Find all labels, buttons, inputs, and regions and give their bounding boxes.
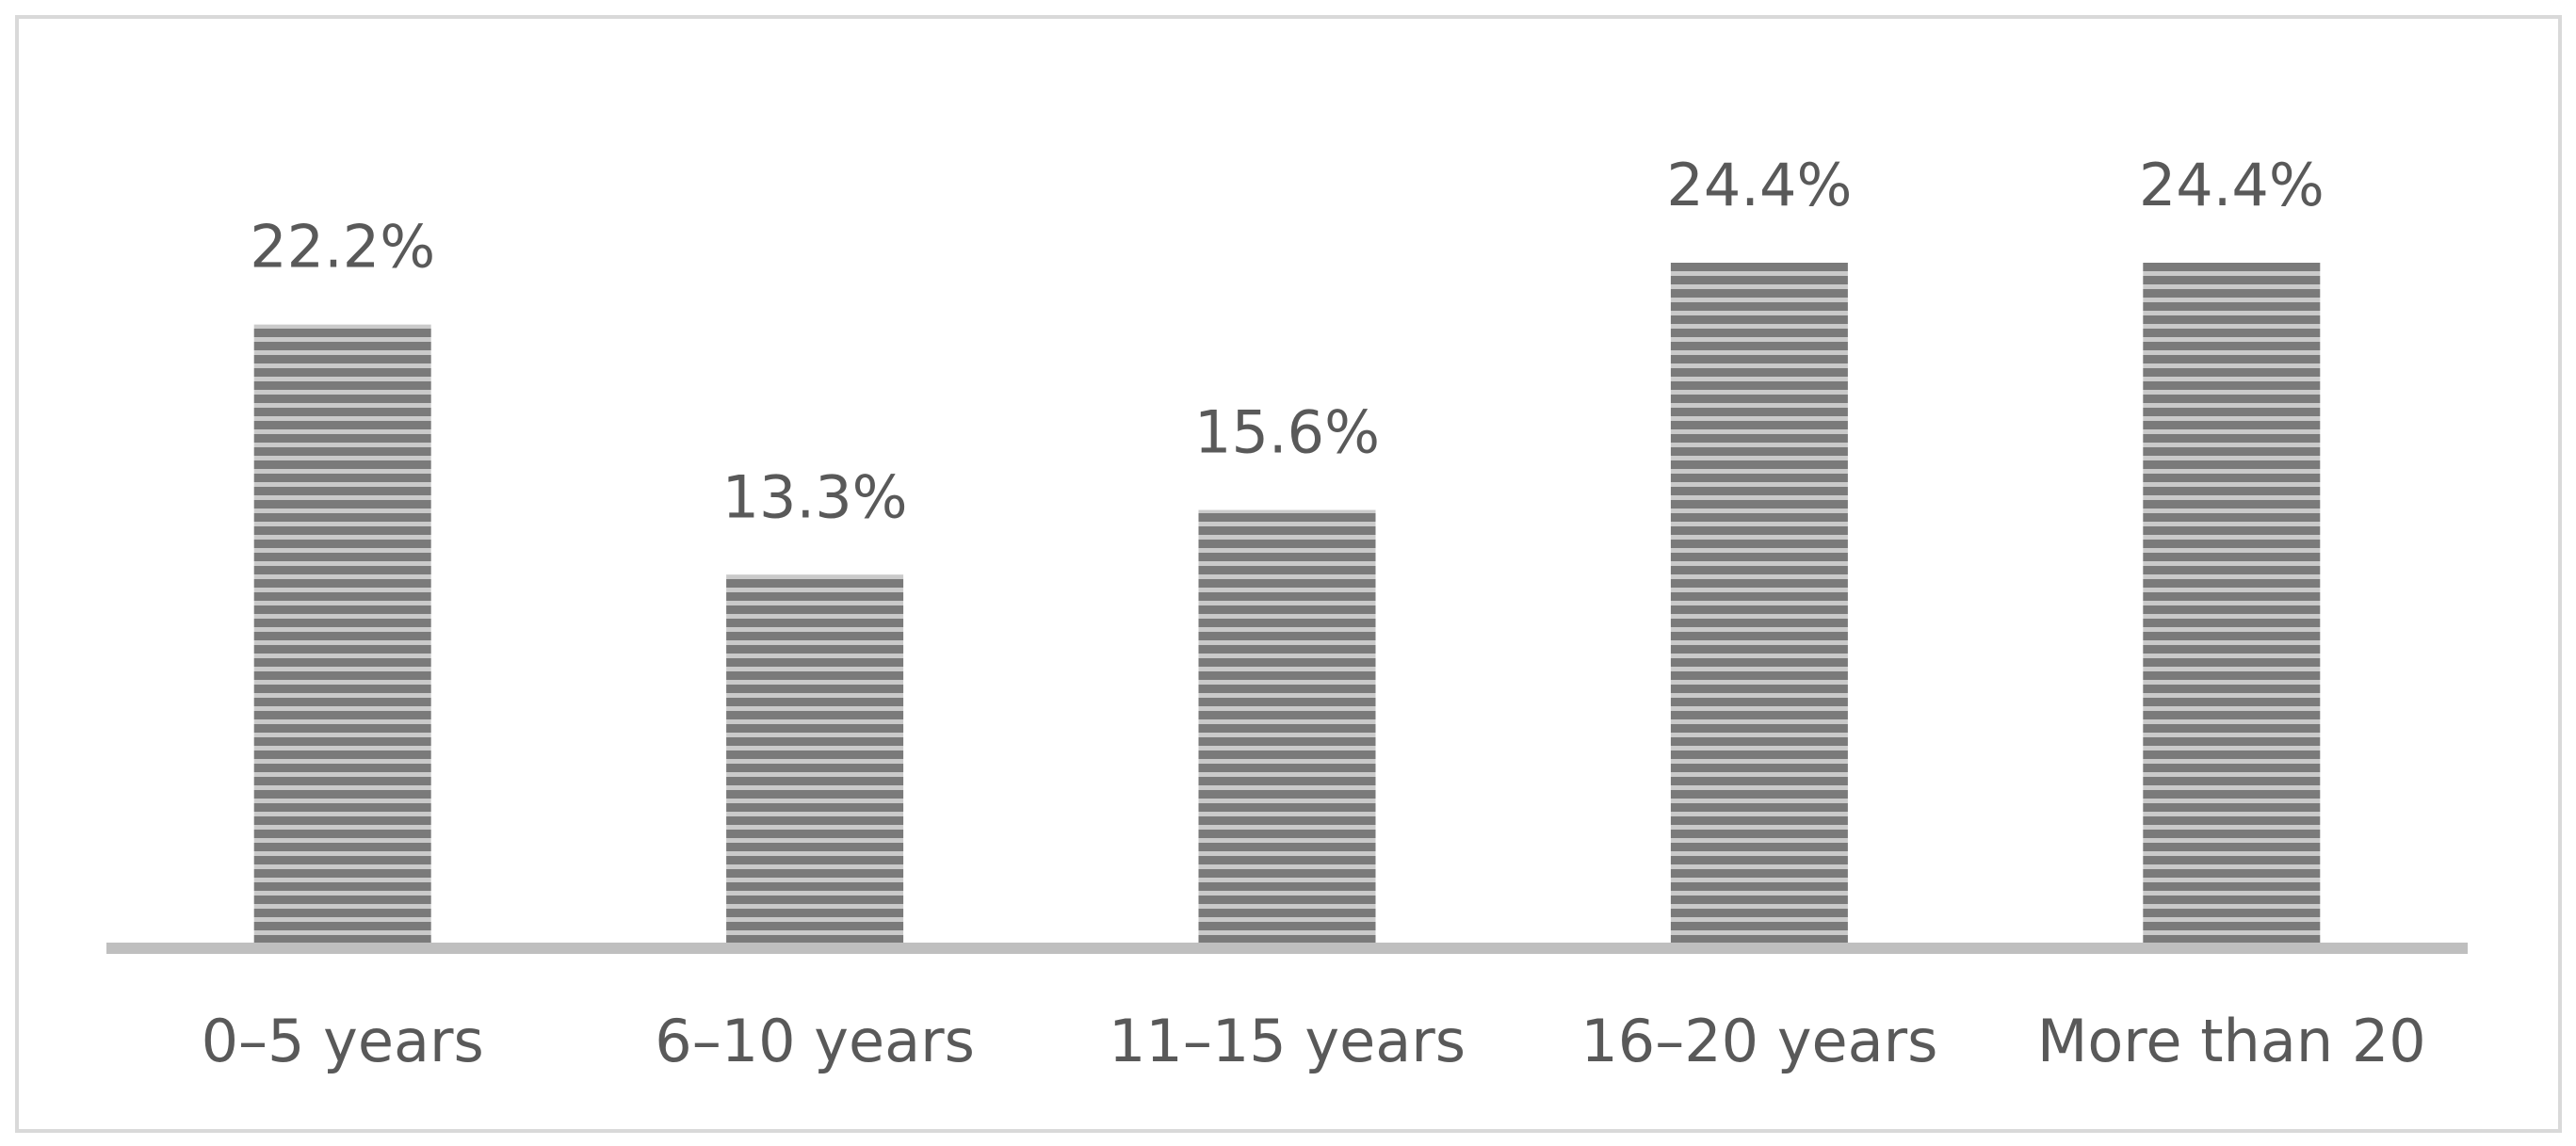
bar	[253, 324, 431, 948]
x-tick-label: 6–10 years	[655, 1007, 975, 1075]
x-tick-label: 16–20 years	[1580, 1007, 1937, 1075]
bar	[1670, 263, 1848, 948]
x-tick-label: 11–15 years	[1109, 1007, 1466, 1075]
value-label: 13.3%	[722, 462, 908, 531]
x-tick-label: 0–5 years	[202, 1007, 484, 1075]
value-label: 15.6%	[1194, 398, 1380, 467]
value-label: 22.2%	[250, 213, 435, 282]
bar	[2143, 263, 2321, 948]
bar	[1198, 509, 1376, 948]
x-tick-label: More than 20	[2037, 1007, 2426, 1075]
bar	[726, 574, 904, 948]
value-label: 24.4%	[2139, 151, 2325, 219]
value-label: 24.4%	[1666, 151, 1852, 219]
